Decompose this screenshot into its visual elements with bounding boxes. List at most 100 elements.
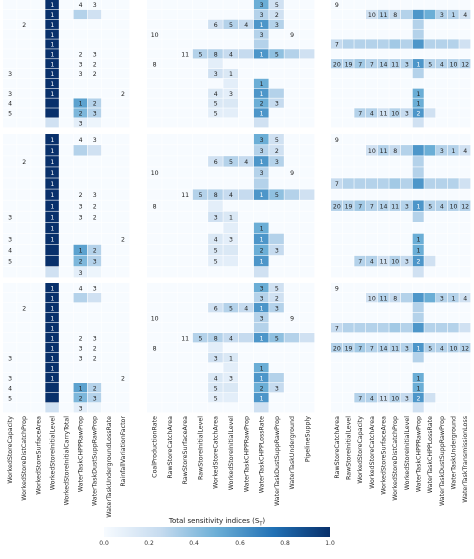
heatmap-cell xyxy=(45,118,59,128)
heatmap-cell xyxy=(238,343,254,353)
heatmap-cell xyxy=(223,49,239,59)
heatmap-cell xyxy=(459,303,471,313)
heatmap-cell xyxy=(366,29,378,39)
heatmap-cell xyxy=(238,98,254,108)
heatmap-cell xyxy=(31,222,45,234)
heatmap-cell xyxy=(177,363,193,373)
heatmap-cell-label: 1 xyxy=(260,225,264,232)
heatmap-cell xyxy=(331,29,343,39)
heatmap-cell xyxy=(238,233,254,245)
heatmap-cell xyxy=(208,244,223,256)
heatmap-cell xyxy=(208,353,223,363)
heatmap-cell-label: 3 xyxy=(8,214,12,221)
heatmap-cell xyxy=(447,244,459,256)
heatmap-cell xyxy=(284,19,300,29)
heatmap-cell xyxy=(377,244,389,256)
heatmap-cell xyxy=(389,49,401,59)
heatmap-cell-label: 10 xyxy=(368,295,376,302)
heatmap-cell-label: 3 xyxy=(8,237,12,244)
heatmap-cell xyxy=(177,108,193,118)
heatmap-cell xyxy=(17,145,31,156)
heatmap-cell-label: 2 xyxy=(22,305,26,312)
heatmap-cell xyxy=(354,49,366,59)
heatmap-cell xyxy=(459,9,471,20)
heatmap-cell xyxy=(459,343,471,353)
heatmap-cell xyxy=(389,393,401,403)
heatmap-cell xyxy=(238,266,254,278)
heatmap-cell xyxy=(87,255,102,267)
heatmap-cell xyxy=(299,178,315,189)
heatmap-cell xyxy=(389,145,401,156)
heatmap-cell xyxy=(447,98,459,108)
heatmap-cell xyxy=(424,68,436,79)
heatmap-cell xyxy=(238,323,254,333)
heatmap-cell xyxy=(223,222,239,234)
heatmap-cell xyxy=(424,200,436,211)
heatmap-cell xyxy=(377,293,389,303)
heatmap-cell xyxy=(17,363,31,373)
heatmap-cell xyxy=(354,266,366,278)
heatmap-cell xyxy=(31,59,45,69)
heatmap-cell xyxy=(459,266,471,278)
heatmap-cell-label: 3 xyxy=(214,355,218,362)
heatmap-cell xyxy=(101,255,116,267)
heatmap-cell xyxy=(299,9,315,20)
heatmap-cell xyxy=(45,403,59,413)
heatmap-cell-label: 2 xyxy=(79,335,83,342)
heatmap-cell xyxy=(147,9,162,20)
heatmap-cell xyxy=(147,178,162,189)
heatmap-cell xyxy=(377,19,389,29)
heatmap-cell xyxy=(3,373,17,383)
heatmap-cell-label: 11 xyxy=(391,345,399,352)
heatmap-cell xyxy=(87,59,102,69)
heatmap-cell-label: 1 xyxy=(50,181,54,188)
heatmap-cell xyxy=(366,189,378,200)
heatmap-cell xyxy=(115,323,130,333)
heatmap-cell xyxy=(31,39,45,49)
heatmap-cell xyxy=(3,156,17,167)
heatmap-cell-label: 8 xyxy=(393,12,397,19)
heatmap-cell xyxy=(31,134,45,145)
heatmap-cell xyxy=(177,211,193,223)
heatmap-cell xyxy=(354,200,366,211)
heatmap-cell xyxy=(177,167,193,178)
heatmap-cell xyxy=(377,233,389,245)
heatmap-cell-label: 11 xyxy=(181,51,189,58)
heatmap-cell-label: 10 xyxy=(151,315,159,322)
heatmap-cell xyxy=(412,49,424,59)
heatmap-cell xyxy=(401,222,413,234)
heatmap-cell xyxy=(238,39,254,49)
heatmap-cell xyxy=(401,363,413,373)
heatmap-cell xyxy=(299,189,315,200)
heatmap-cell xyxy=(31,145,45,156)
heatmap-cell-label: 1 xyxy=(50,237,54,244)
heatmap-cell xyxy=(412,403,424,413)
heatmap-cell xyxy=(269,283,284,293)
heatmap-cell xyxy=(331,156,343,167)
heatmap-cell xyxy=(299,98,315,108)
heatmap-cell xyxy=(17,108,31,118)
heatmap-cell xyxy=(436,49,448,59)
heatmap-cell-label: 11 xyxy=(380,12,388,19)
heatmap-cell xyxy=(436,403,448,413)
heatmap-cell xyxy=(45,353,59,363)
heatmap-cell xyxy=(87,343,102,353)
heatmap-cell xyxy=(389,255,401,267)
heatmap-cell xyxy=(331,59,343,69)
heatmap-cell-label: 1 xyxy=(50,315,54,322)
heatmap-cell xyxy=(284,49,300,59)
heatmap-cell xyxy=(377,108,389,118)
heatmap-cell-label: 5 xyxy=(275,335,279,342)
heatmap-cell xyxy=(366,68,378,79)
heatmap-cell xyxy=(73,293,88,303)
heatmap-cell-label: 10 xyxy=(450,203,458,210)
heatmap-cell-label: 1 xyxy=(50,203,54,210)
heatmap-cell xyxy=(424,88,436,98)
heatmap-cell xyxy=(284,283,300,293)
heatmap-cell xyxy=(59,88,73,98)
heatmap-cell xyxy=(73,333,88,343)
heatmap-cell xyxy=(436,19,448,29)
heatmap-cell-label: 9 xyxy=(290,170,294,177)
heatmap-cell xyxy=(177,343,193,353)
heatmap-cell xyxy=(3,134,17,145)
